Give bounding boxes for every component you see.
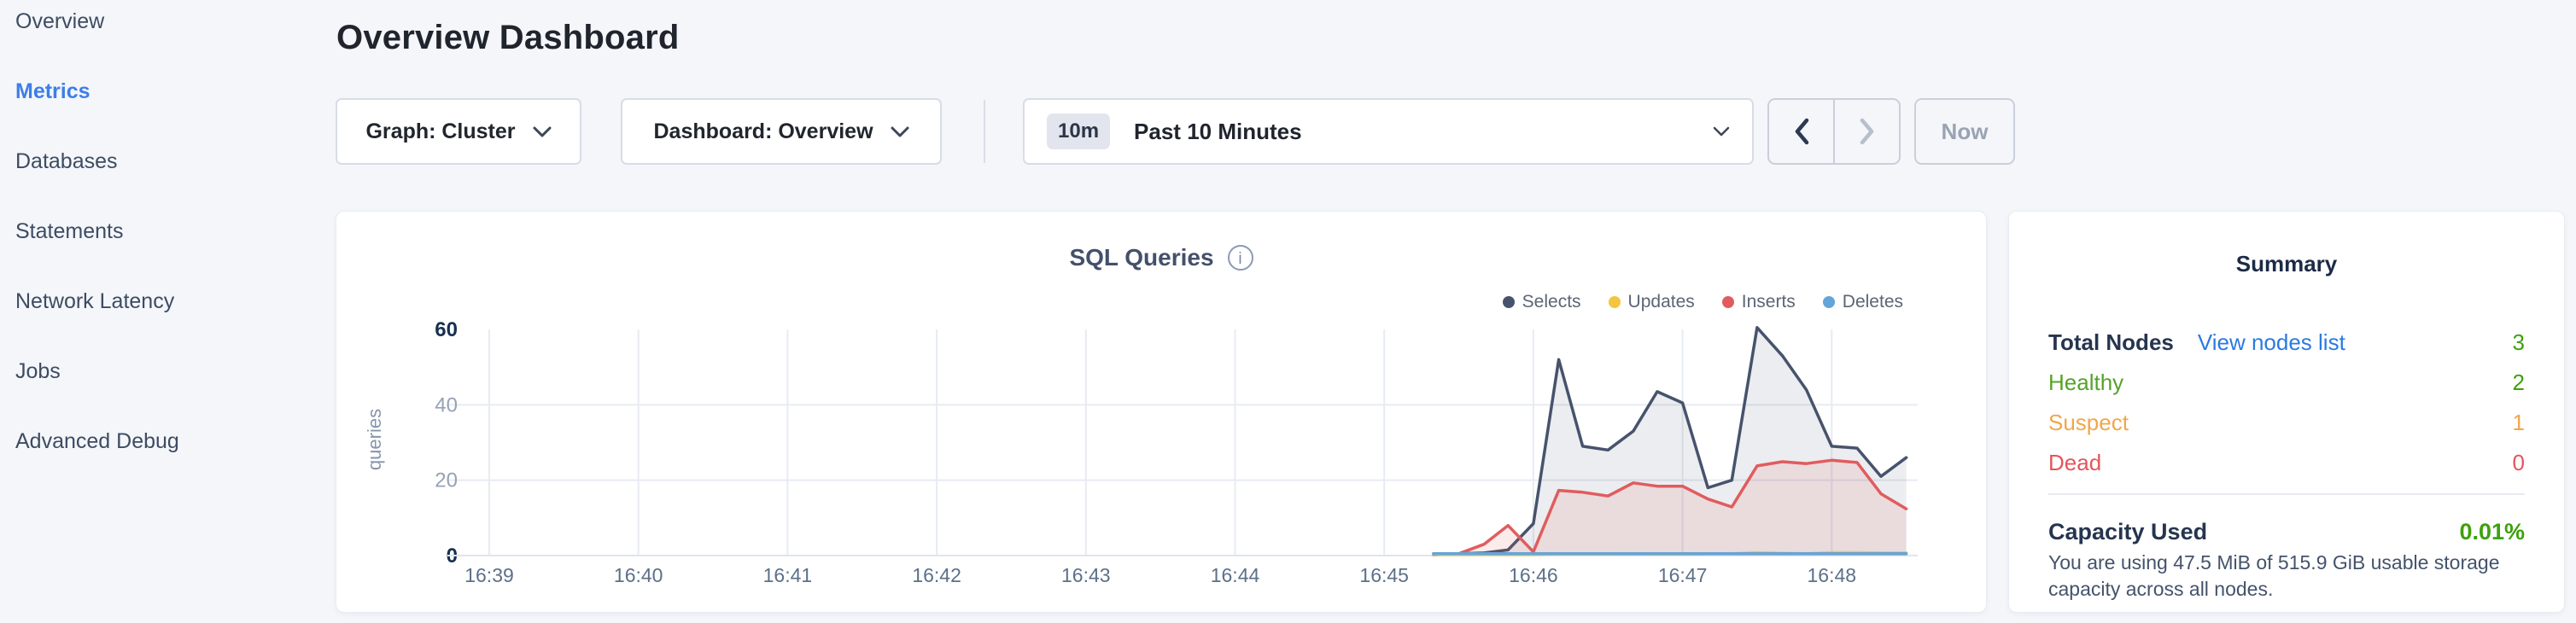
info-icon[interactable]: i — [1227, 245, 1253, 271]
chart-legend: Selects Updates Inserts Deletes — [1502, 292, 1903, 312]
time-forward-button[interactable] — [1833, 100, 1899, 163]
legend-item-deletes[interactable]: Deletes — [1822, 292, 1903, 312]
dashboard-dropdown[interactable]: Dashboard: Overview — [621, 98, 942, 165]
time-step-button-group — [1767, 98, 1901, 165]
summary-row-value: 0 — [2512, 450, 2525, 475]
summary-row-label: Suspect — [2048, 410, 2129, 435]
time-range-badge: 10m — [1047, 114, 1111, 149]
legend-item-selects[interactable]: Selects — [1502, 292, 1581, 312]
chart-header: SQL Queries i — [336, 244, 1986, 271]
capacity-label: Capacity Used — [2048, 519, 2208, 544]
x-tick-label: 16:40 — [614, 564, 663, 586]
series-line-selects — [1432, 326, 1908, 556]
summary-rows: Total Nodes View nodes list 3 Healthy 2 Suspe… — [2048, 323, 2525, 483]
summary-row-healthy: Healthy 2 — [2048, 363, 2525, 403]
summary-row-value: 1 — [2512, 410, 2525, 435]
x-tick-label: 16:44 — [1211, 564, 1260, 586]
x-tick-label: 16:45 — [1359, 564, 1409, 586]
summary-row-suspect: Suspect 1 — [2048, 403, 2525, 443]
capacity-row: Capacity Used 0.01% — [2048, 519, 2525, 545]
x-tick-label: 16:47 — [1658, 564, 1708, 586]
series-area-selects — [1433, 327, 1907, 556]
legend-label: Selects — [1522, 292, 1581, 312]
sidebar: Overview Metrics Databases Statements Networ… — [15, 0, 297, 476]
summary-row-value: 2 — [2512, 370, 2525, 395]
dashboard-dropdown-label: Dashboard: Overview — [653, 119, 873, 143]
x-tick-label: 16:42 — [912, 564, 961, 586]
graph-dropdown-label: Graph: Cluster — [365, 119, 516, 143]
sidebar-item-jobs[interactable]: Jobs — [15, 358, 61, 383]
time-backward-button[interactable] — [1769, 100, 1833, 163]
x-tick-label: 16:39 — [464, 564, 514, 586]
summary-panel: Summary Total Nodes View nodes list 3 Healt… — [2008, 211, 2565, 613]
chevron-left-icon — [1795, 118, 1808, 145]
time-range-label: Past 10 Minutes — [1134, 118, 1302, 144]
legend-dot-icon — [1608, 296, 1621, 308]
capacity-description: You are using 47.5 MiB of 515.9 GiB usab… — [2048, 551, 2500, 600]
legend-label: Inserts — [1741, 292, 1796, 312]
graph-dropdown[interactable]: Graph: Cluster — [336, 98, 581, 165]
chevron-down-icon — [533, 126, 552, 137]
sidebar-item-metrics[interactable]: Metrics — [15, 79, 91, 103]
divider — [2048, 493, 2525, 495]
sql-queries-chart-card: SQL Queries i Selects Updates Inserts Delet… — [336, 211, 1987, 613]
time-range-dropdown[interactable]: 10m Past 10 Minutes — [1023, 98, 1754, 165]
x-tick-label: 16:41 — [763, 564, 813, 586]
legend-dot-icon — [1822, 296, 1835, 308]
legend-label: Deletes — [1842, 292, 1903, 312]
x-tick-label: 16:48 — [1808, 564, 1857, 586]
legend-label: Updates — [1627, 292, 1695, 312]
sidebar-item-databases[interactable]: Databases — [15, 148, 118, 173]
summary-row-total-nodes: Total Nodes View nodes list 3 — [2048, 323, 2525, 363]
series-line-inserts — [1432, 458, 1908, 556]
capacity-value: 0.01% — [2459, 519, 2525, 544]
summary-row-label: Healthy — [2048, 370, 2124, 395]
sidebar-item-advanced-debug[interactable]: Advanced Debug — [15, 428, 179, 453]
y-axis-label: queries — [364, 409, 385, 470]
sql-queries-chart[interactable]: 16:39 16:40 16:41 16:42 16:43 16:44 16:45 16:46… — [336, 212, 1988, 614]
page-title: Overview Dashboard — [336, 19, 680, 56]
sidebar-item-network-latency[interactable]: Network Latency — [15, 288, 175, 313]
chevron-down-icon — [1713, 126, 1730, 137]
chart-title: SQL Queries — [1069, 244, 1214, 271]
view-nodes-list-link[interactable]: View nodes list — [2197, 329, 2345, 355]
legend-item-updates[interactable]: Updates — [1608, 292, 1695, 312]
divider — [984, 100, 985, 163]
summary-row-dead: Dead 0 — [2048, 443, 2525, 483]
summary-row-value: 3 — [2512, 329, 2525, 355]
now-button[interactable]: Now — [1914, 98, 2015, 165]
y-tick-label: 20 — [435, 469, 458, 492]
legend-dot-icon — [1721, 296, 1734, 308]
sidebar-item-statements[interactable]: Statements — [15, 218, 124, 243]
chevron-right-icon — [1860, 118, 1873, 145]
summary-row-label: Total Nodes — [2048, 329, 2174, 355]
sidebar-item-overview[interactable]: Overview — [15, 9, 105, 33]
legend-dot-icon — [1502, 296, 1515, 308]
y-tick-label: 40 — [435, 393, 458, 416]
legend-item-inserts[interactable]: Inserts — [1721, 292, 1796, 312]
y-tick-label: 60 — [435, 318, 458, 341]
x-tick-label: 16:43 — [1061, 564, 1111, 586]
series-area-inserts — [1433, 460, 1907, 556]
chevron-down-icon — [891, 126, 909, 137]
x-tick-label: 16:46 — [1509, 564, 1558, 586]
summary-title: Summary — [2235, 251, 2338, 277]
summary-row-label: Dead — [2048, 450, 2102, 475]
